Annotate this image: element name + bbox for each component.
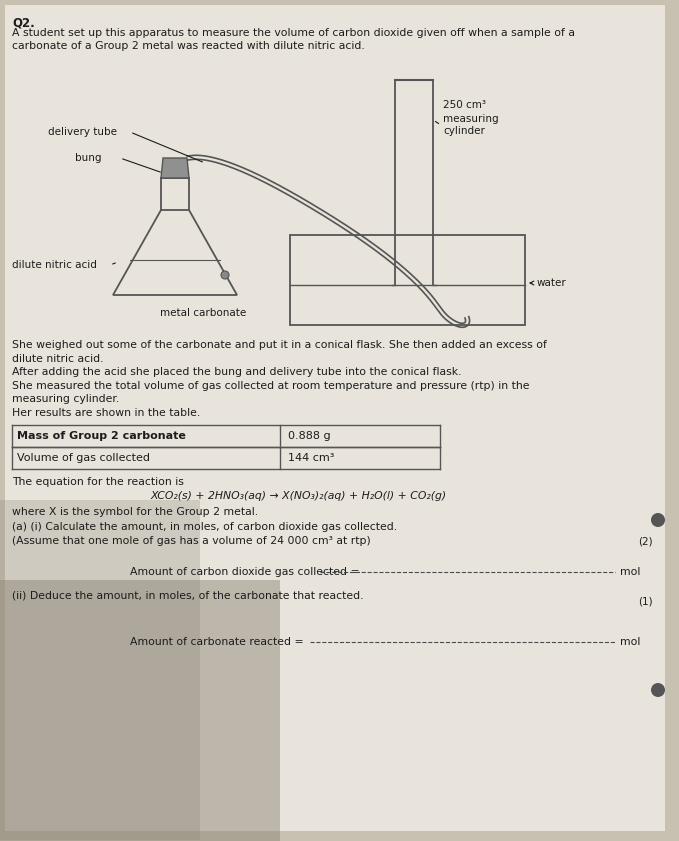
Circle shape <box>651 513 665 527</box>
Text: bung: bung <box>75 153 101 163</box>
Text: Q2.: Q2. <box>12 16 35 29</box>
Text: measuring
cylinder: measuring cylinder <box>443 114 498 135</box>
Bar <box>0 500 200 840</box>
Text: measuring cylinder.: measuring cylinder. <box>12 394 120 404</box>
Text: She weighed out some of the carbonate and put it in a conical flask. She then ad: She weighed out some of the carbonate an… <box>12 340 547 350</box>
Text: A student set up this apparatus to measure the volume of carbon dioxide given of: A student set up this apparatus to measu… <box>12 28 575 38</box>
Text: where X is the symbol for the Group 2 metal.: where X is the symbol for the Group 2 me… <box>12 507 258 517</box>
Text: Amount of carbonate reacted =: Amount of carbonate reacted = <box>130 637 304 647</box>
Bar <box>0 580 280 841</box>
Polygon shape <box>161 158 189 178</box>
Circle shape <box>651 683 665 697</box>
Text: 144 cm³: 144 cm³ <box>288 453 334 463</box>
Circle shape <box>221 271 229 279</box>
Text: Volume of gas collected: Volume of gas collected <box>17 453 150 463</box>
Text: metal carbonate: metal carbonate <box>160 308 246 318</box>
Text: The equation for the reaction is: The equation for the reaction is <box>12 477 184 487</box>
Text: (1): (1) <box>638 596 653 606</box>
Text: dilute nitric acid: dilute nitric acid <box>12 260 97 270</box>
Text: (Assume that one mole of gas has a volume of 24 000 cm³ at rtp): (Assume that one mole of gas has a volum… <box>12 536 371 546</box>
Text: Mass of Group 2 carbonate: Mass of Group 2 carbonate <box>17 431 186 441</box>
Text: 0.888 g: 0.888 g <box>288 431 331 441</box>
Text: (a) (i) Calculate the amount, in moles, of carbon dioxide gas collected.: (a) (i) Calculate the amount, in moles, … <box>12 522 397 532</box>
Text: 250 cm³: 250 cm³ <box>443 100 486 110</box>
Text: She measured the total volume of gas collected at room temperature and pressure : She measured the total volume of gas col… <box>12 380 530 390</box>
Text: delivery tube: delivery tube <box>48 127 117 137</box>
Text: carbonate of a Group 2 metal was reacted with dilute nitric acid.: carbonate of a Group 2 metal was reacted… <box>12 41 365 51</box>
Text: (2): (2) <box>638 536 653 546</box>
Text: water: water <box>537 278 567 288</box>
Text: After adding the acid she placed the bung and delivery tube into the conical fla: After adding the acid she placed the bun… <box>12 367 462 377</box>
Text: dilute nitric acid.: dilute nitric acid. <box>12 353 103 363</box>
Bar <box>290 235 525 325</box>
Text: mol: mol <box>620 637 640 647</box>
Text: Her results are shown in the table.: Her results are shown in the table. <box>12 408 200 417</box>
Text: (ii) Deduce the amount, in moles, of the carbonate that reacted.: (ii) Deduce the amount, in moles, of the… <box>12 590 363 600</box>
Text: Amount of carbon dioxide gas collected =: Amount of carbon dioxide gas collected = <box>130 567 360 577</box>
Text: mol: mol <box>620 567 640 577</box>
Text: XCO₂(s) + 2HNO₃(aq) → X(NO₃)₂(aq) + H₂O(l) + CO₂(g): XCO₂(s) + 2HNO₃(aq) → X(NO₃)₂(aq) + H₂O(… <box>150 491 446 501</box>
